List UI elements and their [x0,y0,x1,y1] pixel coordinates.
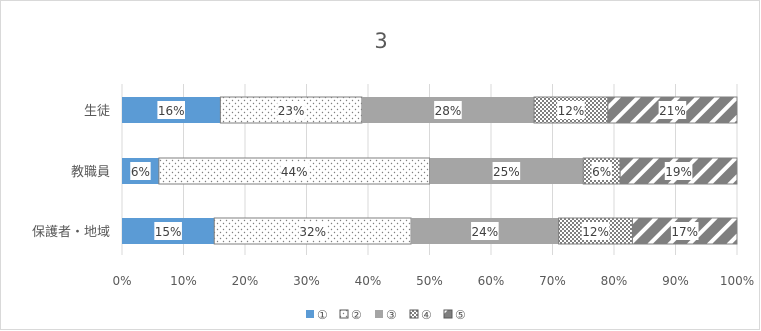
data-label-bg [157,101,185,119]
data-label: 19% [665,165,692,179]
data-label-bg [658,101,687,119]
data-label-bg [664,162,693,180]
data-label: 21% [659,104,686,118]
data-label-bg [434,101,462,119]
legend-swatch [375,310,383,318]
category-label: 教職員 [71,164,110,180]
data-label: 6% [592,165,611,179]
data-label: 6% [131,165,150,179]
legend-label: ④ [421,308,432,322]
data-label-bg [670,222,699,240]
x-tick-label: 30% [293,274,320,288]
x-tick-label: 80% [601,274,628,288]
data-labels: 16% 23% 28% 12% 21% 6% 44% 25% 6% 19% 15% 32% 24% 12%… [130,101,699,240]
chart-title: 3 [374,29,387,53]
category-label: 生徒 [84,104,110,119]
category-label: 保護者・地域 [32,224,110,240]
data-label-bg [277,101,305,119]
data-label: 32% [299,225,326,239]
data-label-bg [591,162,612,180]
legend-swatch [306,310,314,318]
data-label: 17% [671,225,698,239]
data-label: 15% [155,225,182,239]
x-tick-label: 70% [539,274,566,288]
x-tick-label: 60% [478,274,505,288]
legend: ① ② ③ ④ ⑤ [306,308,466,322]
x-tick-label: 20% [232,274,259,288]
data-label-bg [130,162,151,180]
data-label-bg [492,162,521,180]
data-label-bg [298,222,327,240]
data-label: 25% [493,165,520,179]
legend-label: ⑤ [455,308,466,322]
data-label: 12% [558,104,585,118]
data-label-bg [280,162,308,180]
x-tick-label: 100% [720,274,754,288]
legend-swatch [443,309,453,319]
data-label: 24% [472,225,499,239]
legend-label: ② [351,308,362,322]
bars [122,96,738,245]
x-tick-label: 90% [662,274,689,288]
data-label-bg [557,101,585,119]
data-label: 12% [582,225,609,239]
x-tick-label: 0% [112,274,131,288]
x-tick-label: 50% [416,274,443,288]
legend-swatch [339,309,349,319]
x-axis-ticks: 0% 10% 20% 30% 40% 50% 60% 70% 80% 90% 100% [112,274,754,288]
x-tick-label: 10% [170,274,197,288]
data-label-bg [581,222,610,240]
data-label-bg [154,222,182,240]
legend-label: ③ [386,308,397,322]
data-label: 28% [435,104,462,118]
data-label: 44% [281,165,308,179]
data-label: 16% [158,104,185,118]
data-label-bg [471,222,499,240]
data-label: 23% [278,104,305,118]
legend-swatch [409,309,419,319]
x-tick-label: 40% [355,274,382,288]
legend-label: ① [317,308,328,322]
